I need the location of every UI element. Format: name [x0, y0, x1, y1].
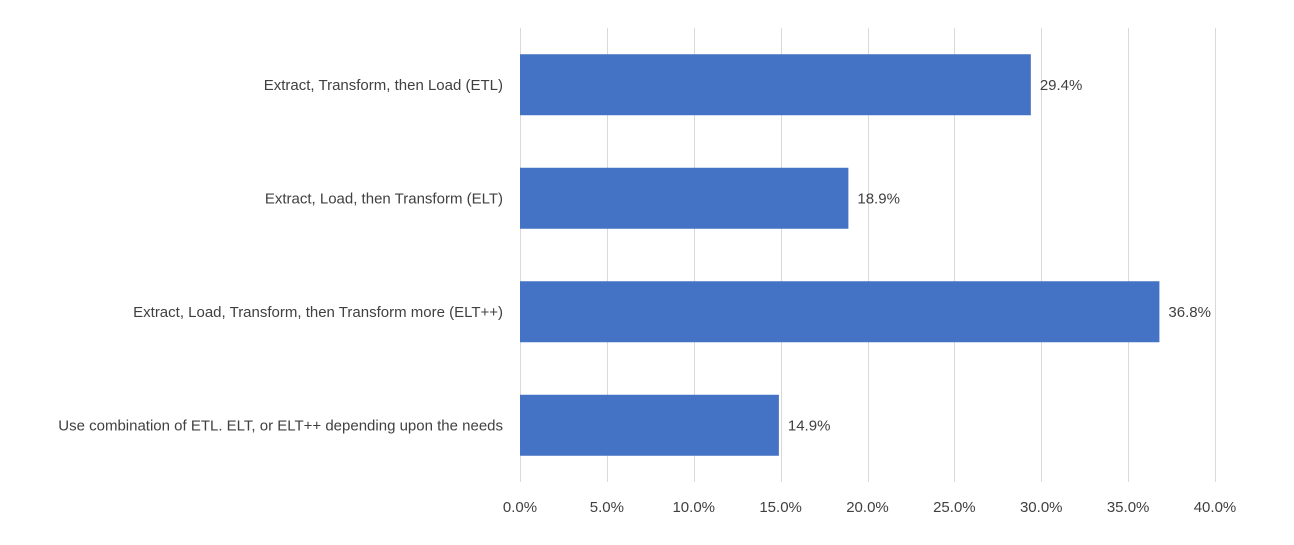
category-label-3: Use combination of ETL. ELT, or ELT++ de… — [58, 417, 503, 434]
bar-0 — [520, 54, 1031, 116]
category-label-2: Extract, Load, Transform, then Transform… — [133, 304, 503, 321]
bar-2 — [520, 281, 1160, 343]
x-tick-label-6: 30.0% — [1020, 499, 1063, 516]
data-labels: 29.4% 18.9% 36.8% 14.9% — [788, 77, 1211, 435]
category-label-0: Extract, Transform, then Load (ETL) — [264, 77, 503, 94]
x-tick-label-7: 35.0% — [1107, 499, 1150, 516]
x-tick-label-4: 20.0% — [846, 499, 889, 516]
category-labels: Extract, Transform, then Load (ETL) Extra… — [58, 77, 503, 435]
x-tick-label-8: 40.0% — [1194, 499, 1237, 516]
category-label-1: Extract, Load, then Transform (ELT) — [265, 190, 503, 207]
data-label-3: 14.9% — [788, 417, 831, 434]
x-tick-label-3: 15.0% — [759, 499, 802, 516]
x-tick-label-1: 5.0% — [590, 499, 624, 516]
x-tick-label-0: 0.0% — [503, 499, 537, 516]
bar-1 — [520, 167, 849, 229]
bar-3 — [520, 394, 779, 456]
data-label-0: 29.4% — [1040, 77, 1083, 94]
x-axis-tick-labels: 0.0% 5.0% 10.0% 15.0% 20.0% 25.0% 30.0% 35.0% 40… — [503, 499, 1236, 516]
bars — [520, 54, 1160, 456]
data-label-2: 36.8% — [1168, 304, 1211, 321]
data-label-1: 18.9% — [857, 190, 900, 207]
x-tick-label-2: 10.0% — [672, 499, 715, 516]
x-tick-label-5: 25.0% — [933, 499, 976, 516]
